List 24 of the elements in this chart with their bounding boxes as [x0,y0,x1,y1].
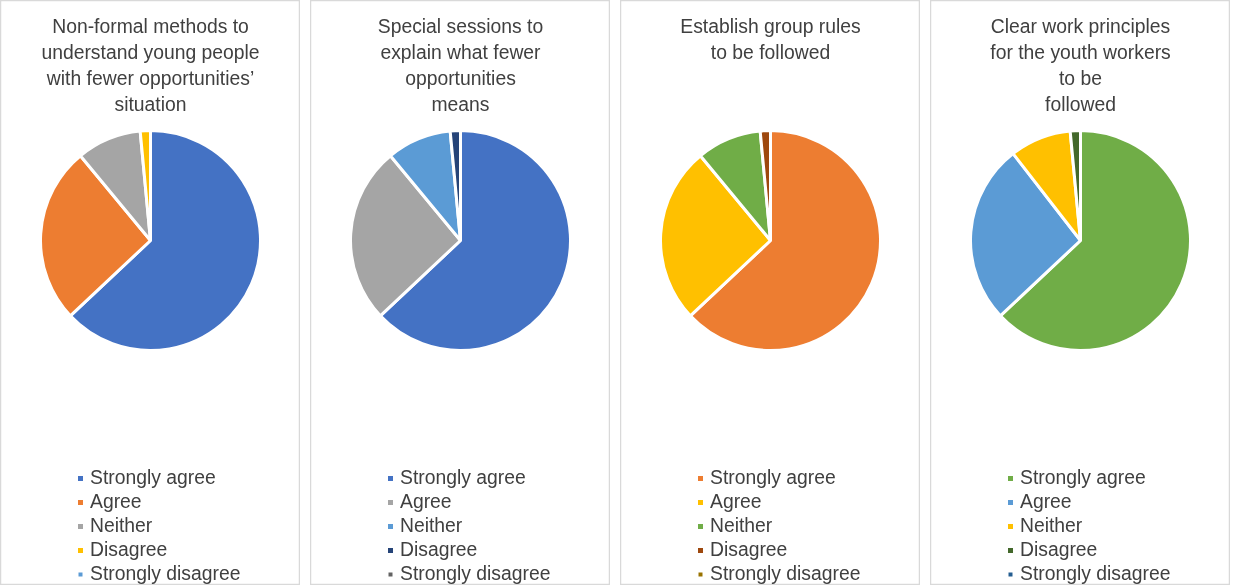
legend-label: Agree [400,491,452,513]
chart-title: Establish group rules to be followed [680,15,861,63]
legend-label: Strongly agree [90,467,216,489]
legend-label: Strongly agree [1020,467,1146,489]
legend-label: Disagree [1020,539,1098,561]
legend-label: Neither [710,515,773,537]
chart-title: Special sessions to explain what fewer opportunities means [377,15,544,116]
legend-label: Neither [90,515,153,537]
chart-title: Clear work principles for the youth workers to be followed [990,15,1171,116]
legend-label: Strongly agree [400,467,526,489]
legend-label: Strongly disagree [1020,563,1171,585]
legend-label: Disagree [90,539,168,561]
chart-title: Non-formal methods to understand young people with fewer opportunities’ situation [41,15,260,116]
legend-label: Agree [1020,491,1072,513]
legend-label: Agree [710,491,762,513]
legend-label: Agree [90,491,142,513]
legend-label: Strongly disagree [90,563,241,585]
legend-label: Neither [1020,515,1083,537]
legend-label: Neither [400,515,463,537]
legend-label: Strongly disagree [710,563,861,585]
legend-label: Strongly agree [710,467,836,489]
legend-label: Disagree [710,539,788,561]
legend-label: Disagree [400,539,478,561]
legend-label: Strongly disagree [400,563,551,585]
